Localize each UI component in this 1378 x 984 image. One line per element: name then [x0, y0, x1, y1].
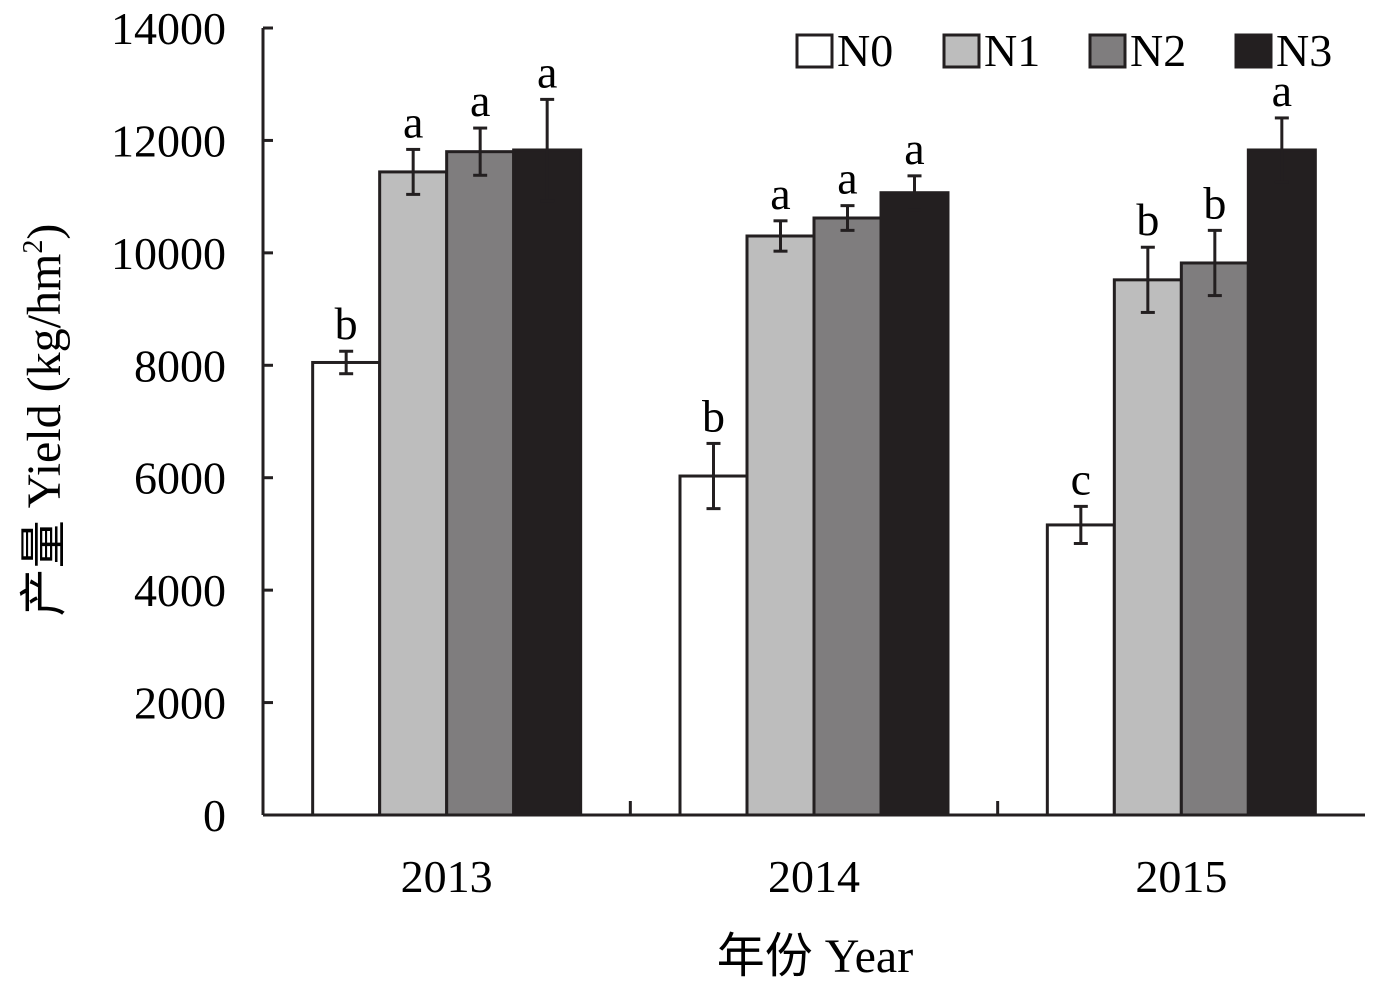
bar-N0-2015	[1045, 523, 1116, 817]
x-tick-label: 2015	[1135, 851, 1227, 902]
legend-label-N0: N0	[837, 25, 893, 76]
error-bar	[773, 219, 788, 253]
legend-swatch-N3	[1234, 33, 1273, 69]
bar-N3-2015	[1246, 148, 1317, 817]
legend-swatch-N1	[942, 33, 981, 69]
bar-N3-2014	[879, 191, 950, 817]
error-bar	[1140, 245, 1155, 314]
significance-letter: a	[537, 46, 557, 97]
y-tick-label: 12000	[111, 115, 226, 166]
legend-label-N3: N3	[1276, 25, 1332, 76]
x-axis-label: 年份 Year	[717, 930, 913, 983]
bar-N0-2013	[311, 360, 382, 817]
y-axis-label: 产量 Yield (kg/hm2)	[18, 224, 71, 617]
axes: 0 2000 4000 6000 8000 10000 12000 14000 2013 2014…	[111, 3, 1365, 902]
error-bar	[473, 126, 488, 177]
y-tick-label: 10000	[111, 228, 226, 279]
bar-N2-2014	[812, 216, 883, 817]
error-bar	[907, 174, 922, 212]
x-tick-label: 2014	[768, 851, 860, 902]
bar-N1-2015	[1112, 278, 1183, 817]
error-bar	[406, 147, 421, 196]
y-tick-label: 0	[203, 790, 226, 841]
legend-swatch-N2	[1088, 33, 1127, 69]
significance-letter: a	[1272, 65, 1292, 116]
legend-label-N2: N2	[1130, 25, 1186, 76]
error-bar	[1073, 504, 1088, 545]
legend-swatch-N0	[795, 33, 834, 69]
bar-N2-2013	[445, 150, 516, 817]
significance-letter: b	[702, 390, 725, 441]
bar-N1-2014	[745, 234, 816, 817]
error-bar	[840, 204, 855, 232]
significance-letter: a	[837, 153, 857, 204]
y-tick-label: 14000	[111, 3, 226, 54]
y-tick-label: 6000	[134, 453, 226, 504]
error-bar	[339, 349, 354, 376]
error-bar	[540, 97, 555, 203]
significance-letter: a	[470, 75, 490, 126]
significance-letter: c	[1071, 453, 1091, 504]
error-bar	[1207, 228, 1222, 298]
bar-N0-2014	[678, 474, 749, 817]
bar-N3-2013	[512, 148, 583, 817]
significance-letter: a	[904, 123, 924, 174]
bar-N2-2015	[1179, 261, 1250, 817]
error-bar	[1274, 116, 1289, 184]
legend: N0 N1 N2 N3	[795, 25, 1332, 76]
x-tick-label: 2013	[401, 851, 493, 902]
significance-letter: b	[1136, 194, 1159, 245]
significance-letter: a	[770, 168, 790, 219]
error-bar	[706, 441, 721, 511]
significance-letter: b	[1203, 177, 1226, 228]
y-tick-label: 8000	[134, 340, 226, 391]
bar-N1-2013	[378, 170, 449, 817]
significance-letter: b	[335, 298, 358, 349]
significance-letter: a	[403, 96, 423, 147]
y-tick-label: 2000	[134, 678, 226, 729]
y-tick-label: 4000	[134, 565, 226, 616]
legend-label-N1: N1	[984, 25, 1040, 76]
